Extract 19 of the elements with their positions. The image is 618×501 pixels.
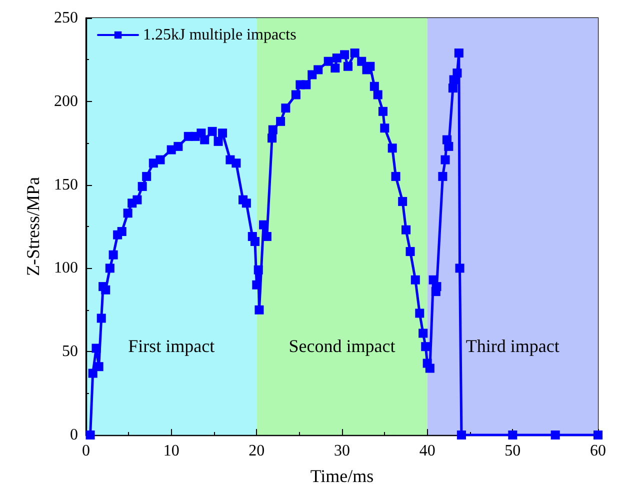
x-tick-label: 10: [163, 442, 180, 460]
x-tick-label: 30: [334, 442, 350, 460]
y-tick-label: 150: [54, 176, 78, 194]
x-tick-label: 20: [248, 442, 265, 460]
band-label: First impact: [128, 336, 215, 356]
y-tick-label: 50: [62, 343, 78, 360]
band-label: Second impact: [288, 336, 396, 356]
x-axis-title: Time/ms: [310, 466, 374, 486]
y-tick-label: 0: [70, 426, 78, 444]
x-tick-label: 0: [82, 442, 90, 460]
band-label: Third impact: [466, 336, 560, 356]
y-tick-label: 100: [54, 260, 78, 277]
y-tick-label: 250: [54, 10, 78, 26]
y-axis-title: Z-Stress/MPa: [23, 176, 43, 276]
x-tick-label: 40: [419, 442, 436, 460]
x-tick-label: 60: [590, 442, 606, 460]
x-tick-label: 50: [504, 442, 521, 460]
legend-label: 1.25kJ multiple impacts: [143, 26, 296, 44]
y-tick-label: 200: [54, 92, 78, 110]
